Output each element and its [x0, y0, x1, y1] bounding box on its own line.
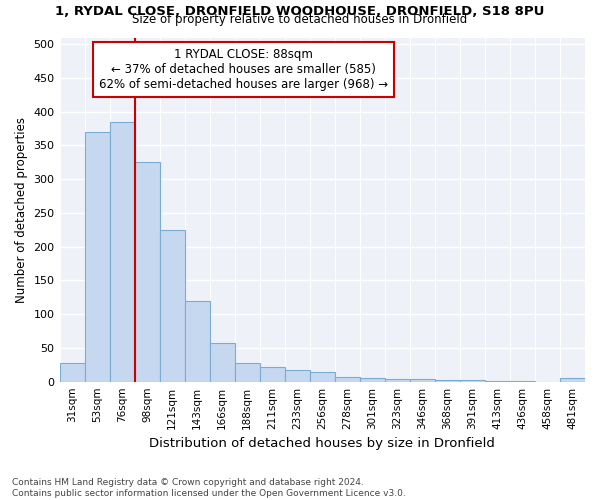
Bar	[260, 367, 285, 382]
Bar	[510, 381, 535, 382]
Bar	[235, 364, 260, 382]
Bar	[460, 380, 485, 382]
Bar	[485, 381, 510, 382]
Bar	[185, 300, 209, 382]
Bar	[285, 370, 310, 382]
Bar	[560, 378, 585, 382]
X-axis label: Distribution of detached houses by size in Dronfield: Distribution of detached houses by size …	[149, 437, 495, 450]
Bar	[209, 342, 235, 382]
Bar	[435, 380, 460, 382]
Text: 1 RYDAL CLOSE: 88sqm
← 37% of detached houses are smaller (585)
62% of semi-deta: 1 RYDAL CLOSE: 88sqm ← 37% of detached h…	[99, 48, 388, 91]
Bar	[85, 132, 110, 382]
Bar	[134, 162, 160, 382]
Bar	[385, 379, 410, 382]
Text: Size of property relative to detached houses in Dronfield: Size of property relative to detached ho…	[133, 12, 467, 26]
Bar	[410, 379, 435, 382]
Y-axis label: Number of detached properties: Number of detached properties	[15, 116, 28, 302]
Bar	[160, 230, 185, 382]
Text: 1, RYDAL CLOSE, DRONFIELD WOODHOUSE, DRONFIELD, S18 8PU: 1, RYDAL CLOSE, DRONFIELD WOODHOUSE, DRO…	[55, 5, 545, 18]
Bar	[310, 372, 335, 382]
Bar	[335, 377, 360, 382]
Bar	[110, 122, 134, 382]
Bar	[360, 378, 385, 382]
Text: Contains HM Land Registry data © Crown copyright and database right 2024.
Contai: Contains HM Land Registry data © Crown c…	[12, 478, 406, 498]
Bar	[59, 363, 85, 382]
